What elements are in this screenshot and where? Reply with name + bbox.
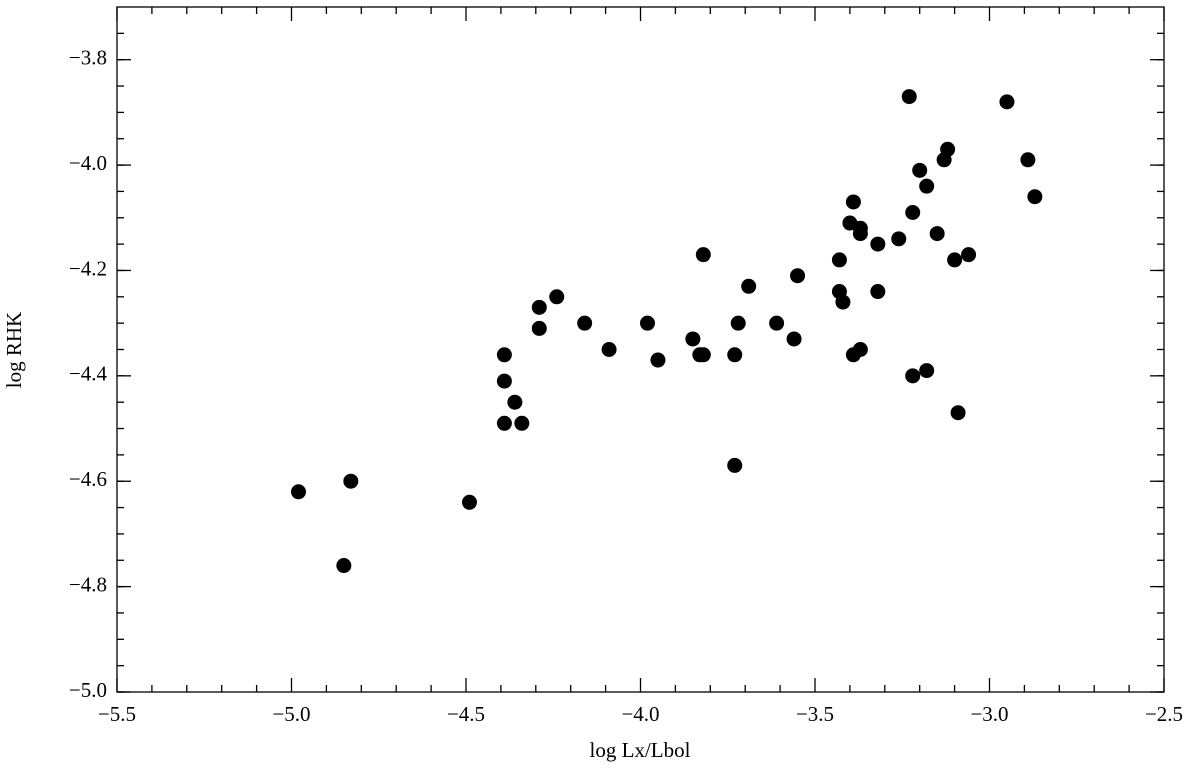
point <box>507 394 523 410</box>
point <box>919 178 935 194</box>
point <box>549 289 565 305</box>
point <box>905 368 921 384</box>
point <box>496 415 512 431</box>
point <box>727 347 743 363</box>
y-tick-label: −4.4 <box>69 362 108 386</box>
point <box>870 236 886 252</box>
point <box>891 231 907 247</box>
x-tick-label: −4.0 <box>621 702 659 726</box>
point <box>870 284 886 300</box>
point <box>999 94 1015 110</box>
point <box>912 162 928 178</box>
point <box>343 473 359 489</box>
point <box>901 89 917 105</box>
point <box>496 373 512 389</box>
point <box>961 247 977 263</box>
point <box>290 484 306 500</box>
point <box>845 194 861 210</box>
point <box>577 315 593 331</box>
point <box>786 331 802 347</box>
point <box>950 405 966 421</box>
point <box>790 268 806 284</box>
x-tick-label: −4.5 <box>447 702 485 726</box>
point <box>852 226 868 242</box>
y-tick-label: −5.0 <box>69 678 107 702</box>
x-tick-label: −2.5 <box>1145 702 1183 726</box>
point <box>835 294 851 310</box>
y-axis-label: log RHK <box>2 312 26 388</box>
point <box>461 494 477 510</box>
y-tick-label: −4.6 <box>69 467 107 491</box>
point <box>601 342 617 357</box>
point <box>852 342 868 357</box>
point <box>919 363 935 379</box>
point <box>514 415 530 431</box>
point <box>905 205 921 220</box>
plot-frame <box>116 6 1165 693</box>
point <box>741 278 757 294</box>
x-tick-label: −3.5 <box>796 702 834 726</box>
point <box>947 252 963 268</box>
point <box>650 352 666 368</box>
point <box>730 315 746 331</box>
y-tick-label: −4.0 <box>69 151 107 175</box>
point <box>769 315 785 331</box>
y-tick-label: −4.2 <box>69 256 107 280</box>
x-tick-label: −5.0 <box>272 702 310 726</box>
point <box>496 347 512 363</box>
point <box>695 247 711 263</box>
x-tick-label: −3.0 <box>970 702 1008 726</box>
point <box>1027 189 1043 205</box>
point <box>929 226 945 242</box>
point <box>336 558 352 574</box>
point <box>531 320 547 336</box>
point <box>695 347 711 363</box>
point <box>831 252 847 268</box>
point <box>639 315 655 331</box>
point <box>940 141 956 157</box>
x-axis-label: log Lx/Lbol <box>590 738 691 762</box>
point <box>727 457 743 473</box>
point <box>1020 152 1036 168</box>
point <box>685 331 701 347</box>
y-tick-label: −4.8 <box>69 572 107 596</box>
point <box>531 299 547 315</box>
y-tick-label: −3.8 <box>69 46 107 70</box>
x-tick-label: −5.5 <box>98 702 136 726</box>
